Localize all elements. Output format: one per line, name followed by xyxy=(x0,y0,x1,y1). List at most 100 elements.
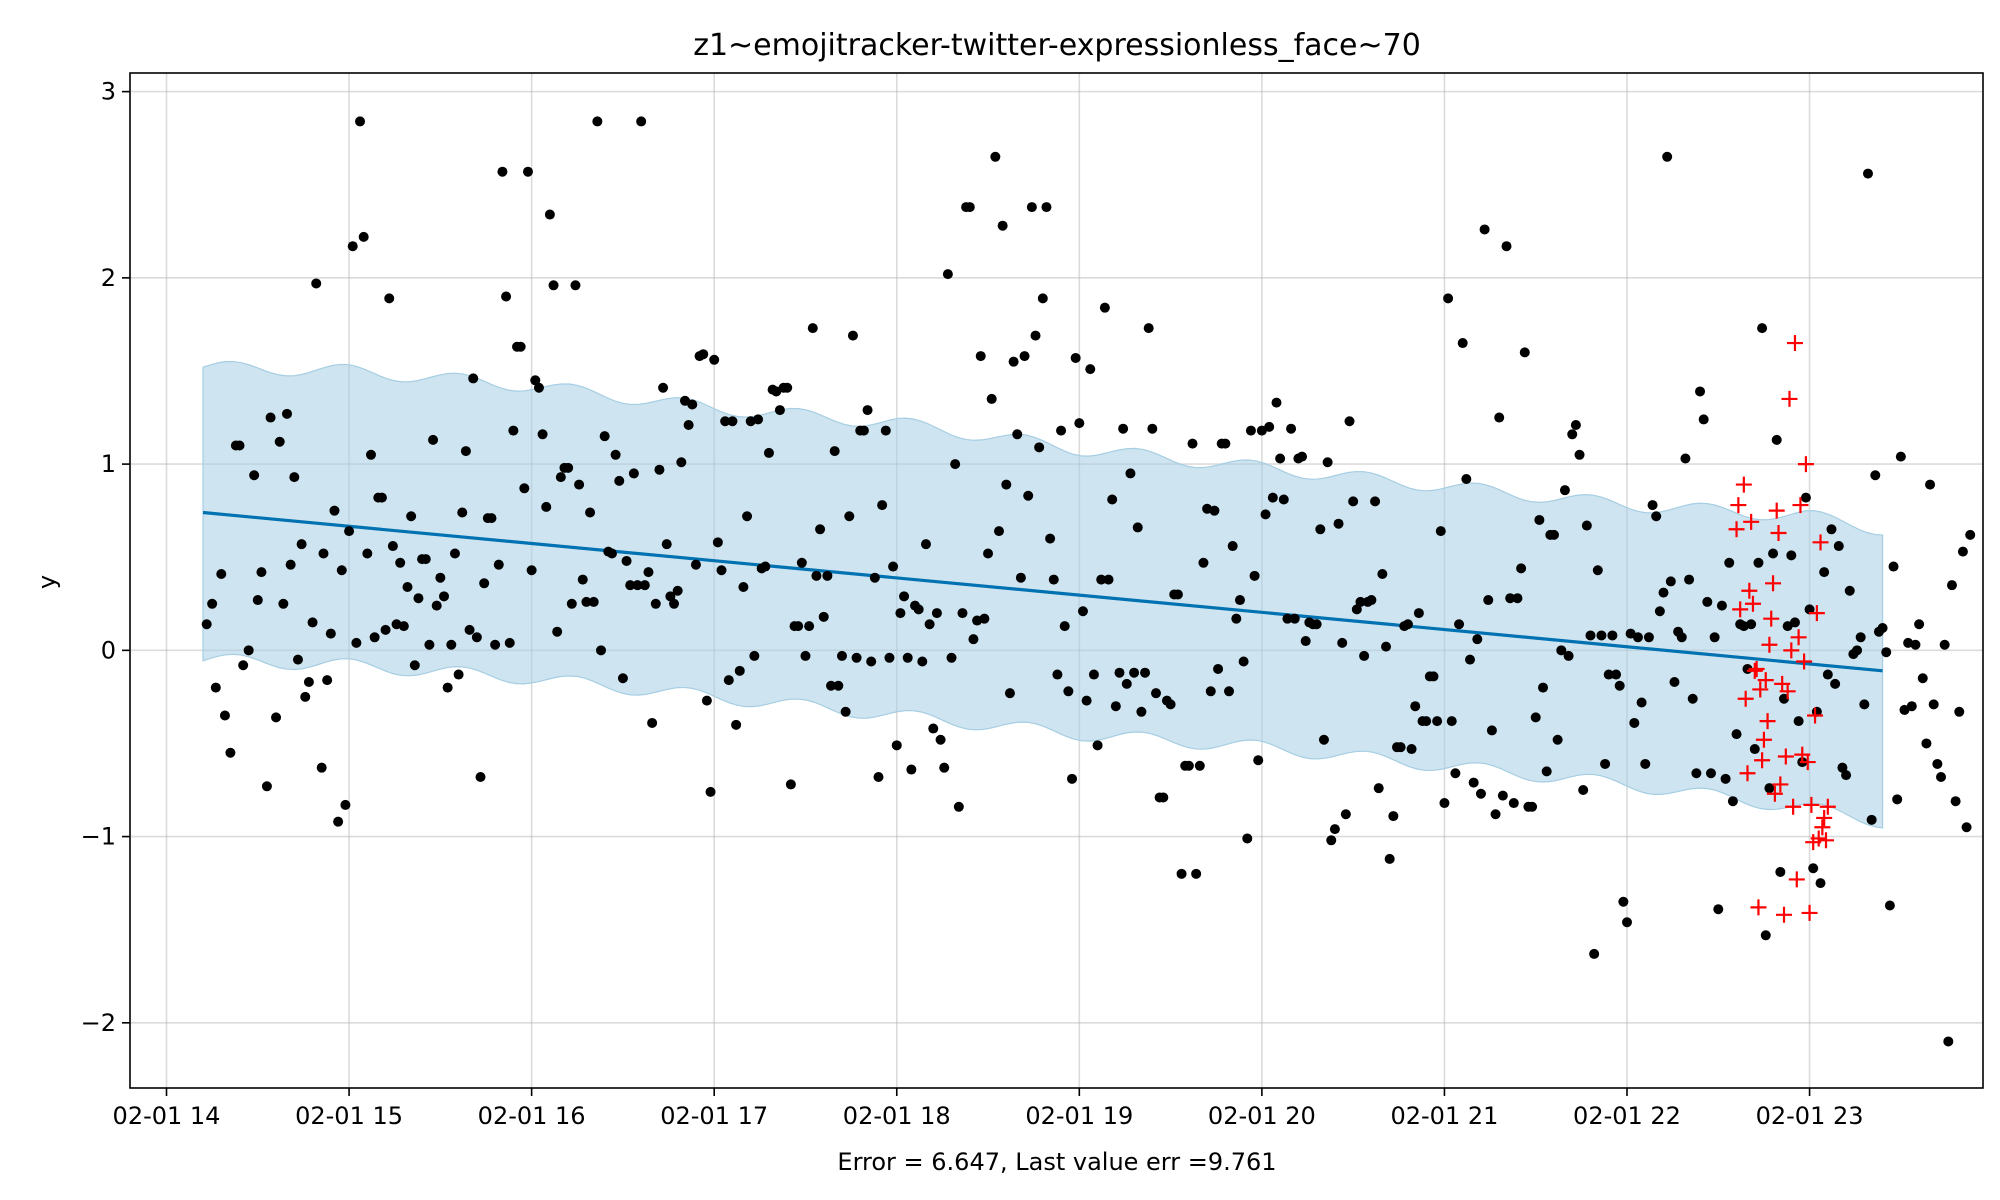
test-point xyxy=(1799,754,1816,771)
observed-point xyxy=(406,511,417,522)
observed-point xyxy=(1724,557,1735,568)
observed-point xyxy=(672,585,683,596)
observed-point xyxy=(526,565,537,576)
observed-point xyxy=(1457,338,1468,349)
observed-point xyxy=(818,611,829,622)
observed-point xyxy=(847,330,858,341)
observed-point xyxy=(1388,811,1399,822)
observed-point xyxy=(665,591,676,602)
observed-point xyxy=(891,740,902,751)
observed-point xyxy=(1194,760,1205,771)
observed-point xyxy=(1315,524,1326,535)
observed-point xyxy=(1224,686,1235,697)
observed-point xyxy=(1004,688,1015,699)
x-tick-label: 02-01 20 xyxy=(1208,1102,1316,1130)
test-point xyxy=(1750,899,1767,916)
observed-point xyxy=(953,801,964,812)
observed-point xyxy=(774,405,785,416)
observed-point xyxy=(1107,494,1118,505)
observed-point xyxy=(763,447,774,458)
test-point xyxy=(1732,601,1749,618)
test-point xyxy=(1757,672,1774,689)
observed-point xyxy=(329,505,340,516)
observed-point xyxy=(950,459,961,470)
observed-point xyxy=(537,429,548,440)
test-point xyxy=(1783,642,1800,659)
observed-point xyxy=(727,416,738,427)
test-point xyxy=(1772,776,1789,793)
y-tick-label: −1 xyxy=(81,823,116,851)
observed-point xyxy=(285,559,296,570)
observed-point xyxy=(1421,716,1432,727)
observed-point xyxy=(1768,548,1779,559)
observed-point xyxy=(1359,650,1370,661)
observed-point xyxy=(508,425,519,436)
observed-point xyxy=(628,468,639,479)
observed-point xyxy=(1242,833,1253,844)
observed-point xyxy=(1227,541,1238,552)
observed-point xyxy=(1468,777,1479,788)
observed-point xyxy=(1410,701,1421,712)
observed-point xyxy=(351,637,362,648)
observed-point xyxy=(942,269,953,280)
observed-point xyxy=(1892,794,1903,805)
observed-point xyxy=(1238,656,1249,667)
observed-point xyxy=(464,624,475,635)
observed-point xyxy=(1556,645,1567,656)
observed-point xyxy=(1716,600,1727,611)
observed-point xyxy=(570,280,581,291)
observed-point xyxy=(1833,541,1844,552)
observed-point xyxy=(1957,546,1968,557)
observed-point xyxy=(1041,202,1052,213)
observed-point xyxy=(1311,619,1322,630)
observed-point xyxy=(866,656,877,667)
observed-point xyxy=(486,513,497,524)
observed-point xyxy=(983,548,994,559)
observed-point xyxy=(869,572,880,583)
observed-point xyxy=(271,712,282,723)
observed-point xyxy=(1589,948,1600,959)
observed-point xyxy=(1377,568,1388,579)
observed-point xyxy=(1654,606,1665,617)
observed-point xyxy=(369,632,380,643)
observed-point xyxy=(1271,397,1282,408)
observed-point xyxy=(1267,492,1278,503)
observed-point xyxy=(460,446,471,457)
observed-point xyxy=(1461,474,1472,484)
observed-point xyxy=(376,492,387,503)
test-point xyxy=(1770,525,1787,542)
observed-point xyxy=(265,412,276,423)
observed-point xyxy=(807,323,818,334)
observed-point xyxy=(303,677,314,687)
observed-point xyxy=(1636,697,1647,708)
test-point xyxy=(1786,335,1803,352)
observed-point xyxy=(256,567,267,578)
observed-point xyxy=(1275,453,1286,464)
observed-point xyxy=(1837,762,1848,773)
observed-point xyxy=(1140,667,1151,678)
observed-point xyxy=(1439,798,1450,809)
observed-point xyxy=(1264,421,1275,432)
observed-point xyxy=(1077,606,1088,617)
x-tick-label: 02-01 22 xyxy=(1573,1102,1681,1130)
x-tick-label: 02-01 16 xyxy=(478,1102,586,1130)
observed-point xyxy=(1300,636,1311,647)
observed-point xyxy=(1176,868,1187,879)
y-axis-label: y xyxy=(33,575,61,589)
observed-point xyxy=(738,582,749,593)
observed-point xyxy=(840,706,851,717)
observed-point xyxy=(1278,494,1289,505)
observed-point xyxy=(716,565,727,576)
observed-point xyxy=(1183,760,1194,771)
observed-point xyxy=(439,591,450,602)
observed-point xyxy=(979,613,990,624)
observed-point xyxy=(365,449,376,460)
observed-point xyxy=(1479,224,1490,235)
x-tick-label: 02-01 18 xyxy=(843,1102,951,1130)
observed-point xyxy=(234,440,245,451)
observed-point xyxy=(1454,619,1465,630)
observed-point xyxy=(588,596,599,607)
observed-point xyxy=(325,628,336,639)
observed-point xyxy=(1253,755,1264,766)
observed-point xyxy=(1198,557,1209,568)
